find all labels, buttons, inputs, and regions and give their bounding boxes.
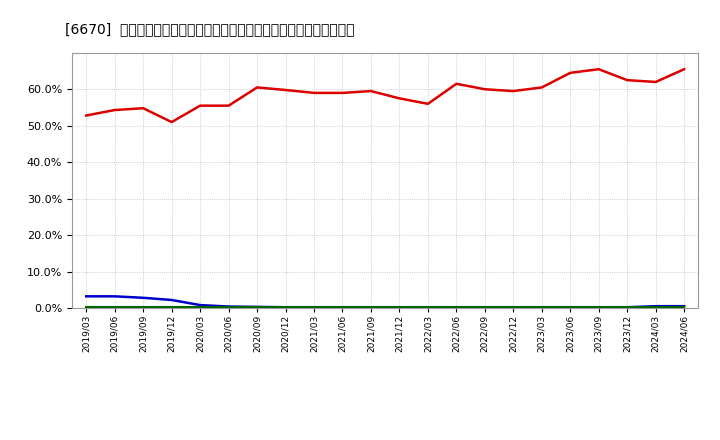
Text: [6670]  自己資本、のれん、繰延税金資産の総資産に対する比率の推移: [6670] 自己資本、のれん、繰延税金資産の総資産に対する比率の推移: [65, 22, 354, 36]
